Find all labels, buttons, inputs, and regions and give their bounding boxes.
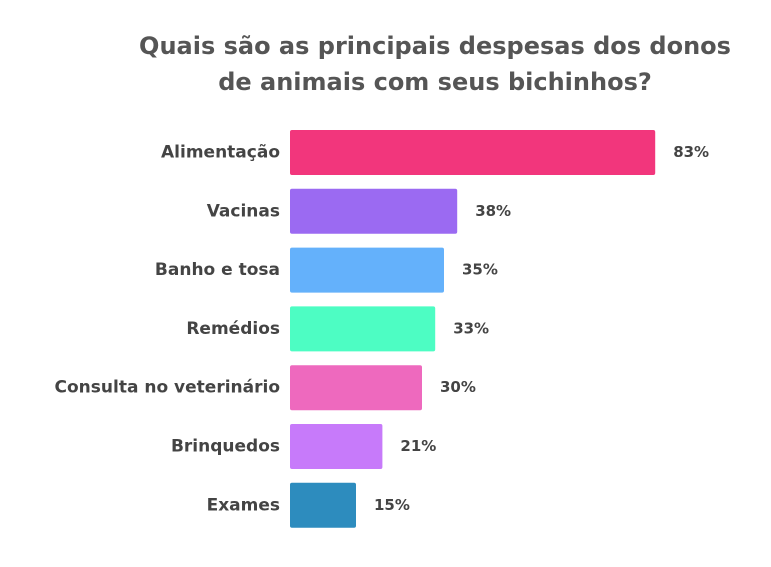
category-label: Remédios — [186, 319, 280, 339]
chart-title-line-2: de animais com seus bichinhos? — [218, 68, 652, 96]
bar-2 — [290, 188, 458, 234]
value-label: 21% — [400, 437, 436, 455]
category-label: Brinquedos — [171, 437, 280, 457]
value-label: 38% — [475, 202, 511, 220]
category-label: Banho e tosa — [155, 260, 280, 280]
bar-1 — [290, 130, 656, 175]
bar-4 — [290, 306, 436, 352]
category-label: Vacinas — [207, 201, 280, 221]
category-label: Consulta no veterinário — [55, 378, 280, 398]
value-label: 33% — [453, 319, 489, 337]
category-label: Exames — [207, 495, 280, 515]
chart-title-line-1: Quais são as principais despesas dos don… — [139, 32, 731, 60]
bar-3 — [290, 247, 444, 293]
value-label: 83% — [673, 143, 709, 161]
category-label: Alimentação — [161, 143, 280, 163]
value-label: 15% — [374, 496, 410, 514]
bar-6 — [290, 424, 383, 469]
value-label: 35% — [462, 261, 498, 279]
bar-5 — [290, 365, 422, 411]
value-label: 30% — [440, 378, 476, 396]
chart-title: Quais são as principais despesas dos don… — [130, 28, 740, 100]
bar-7 — [290, 482, 356, 528]
